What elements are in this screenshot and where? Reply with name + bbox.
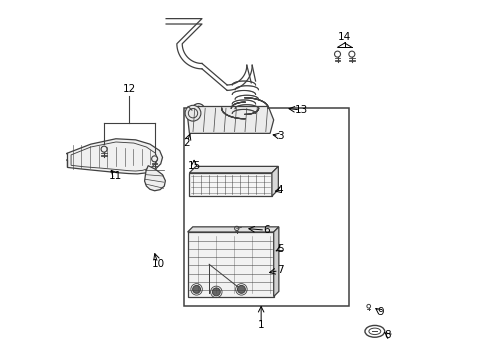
Text: 3: 3 [277,131,283,141]
Text: 14: 14 [338,32,351,42]
Text: 12: 12 [122,84,136,94]
Text: 11: 11 [109,171,122,181]
Text: 1: 1 [258,320,265,330]
Text: 13: 13 [295,105,308,115]
Text: 5: 5 [277,244,283,254]
Text: 7: 7 [277,265,283,275]
Text: 2: 2 [184,138,190,148]
Circle shape [238,285,245,293]
Polygon shape [188,232,274,297]
Polygon shape [190,173,272,196]
Polygon shape [145,166,166,191]
Text: 15: 15 [188,161,201,171]
Circle shape [185,105,201,121]
Text: 8: 8 [385,330,391,340]
Text: 4: 4 [277,185,283,195]
Bar [184,108,349,306]
Polygon shape [188,227,279,232]
Polygon shape [274,227,279,297]
Circle shape [212,288,220,296]
Text: 6: 6 [263,225,270,235]
Polygon shape [190,166,278,173]
Text: 10: 10 [151,259,165,269]
Polygon shape [68,139,163,174]
Polygon shape [272,166,278,196]
Text: 9: 9 [377,307,384,317]
Polygon shape [188,107,274,134]
Circle shape [193,285,200,293]
